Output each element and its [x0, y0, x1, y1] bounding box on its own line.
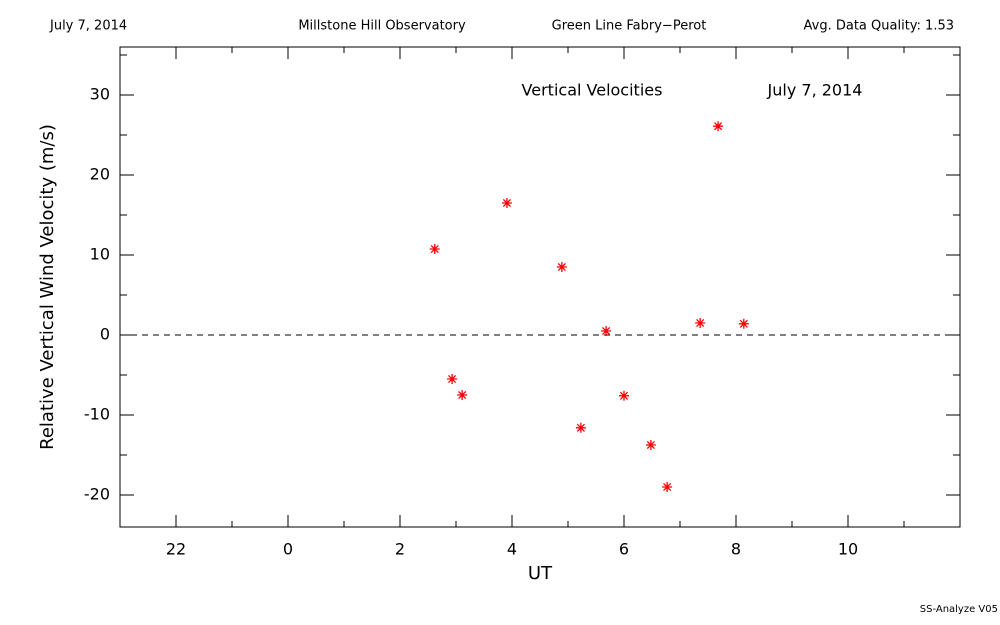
- x-tick-label: 8: [731, 540, 741, 559]
- data-point: [601, 326, 612, 336]
- data-point: [662, 482, 673, 492]
- data-point: [713, 121, 724, 132]
- y-tick-label: 30: [90, 85, 110, 104]
- x-tick-label: 22: [166, 540, 186, 559]
- data-point: [429, 244, 440, 254]
- data-point: [695, 318, 706, 328]
- y-tick-label: 10: [90, 245, 110, 264]
- x-tick-label: 0: [283, 540, 293, 559]
- y-tick-label: 20: [90, 165, 110, 184]
- data-point: [645, 440, 656, 450]
- data-point: [447, 374, 458, 384]
- data-point: [738, 318, 749, 329]
- y-tick-label: -20: [84, 485, 110, 504]
- data-point: [575, 422, 586, 433]
- footer: SS-Analyze V05: [920, 604, 998, 615]
- data-point: [619, 390, 629, 401]
- x-axis-label: UT: [528, 563, 553, 584]
- x-tick-label: 4: [507, 540, 517, 559]
- header-observatory: Millstone Hill Observatory: [298, 19, 466, 34]
- x-tick-label: 6: [619, 540, 629, 559]
- x-tick-label: 10: [838, 540, 858, 559]
- header-quality: Avg. Data Quality: 1.53: [804, 19, 954, 34]
- y-tick-label: 0: [100, 325, 110, 344]
- y-tick-label: -10: [84, 405, 110, 424]
- header-date: July 7, 2014: [49, 19, 127, 34]
- data-point: [457, 390, 468, 400]
- annotation: July 7, 2014: [767, 81, 863, 100]
- plot-frame: [119, 46, 961, 528]
- data-point: [501, 198, 512, 208]
- x-tick-label: 2: [395, 540, 405, 559]
- annotation: Vertical Velocities: [522, 81, 663, 100]
- header-instrument: Green Line Fabry−Perot: [552, 19, 707, 34]
- y-axis-label: Relative Vertical Wind Velocity (m/s): [37, 124, 58, 450]
- data-point: [556, 262, 567, 272]
